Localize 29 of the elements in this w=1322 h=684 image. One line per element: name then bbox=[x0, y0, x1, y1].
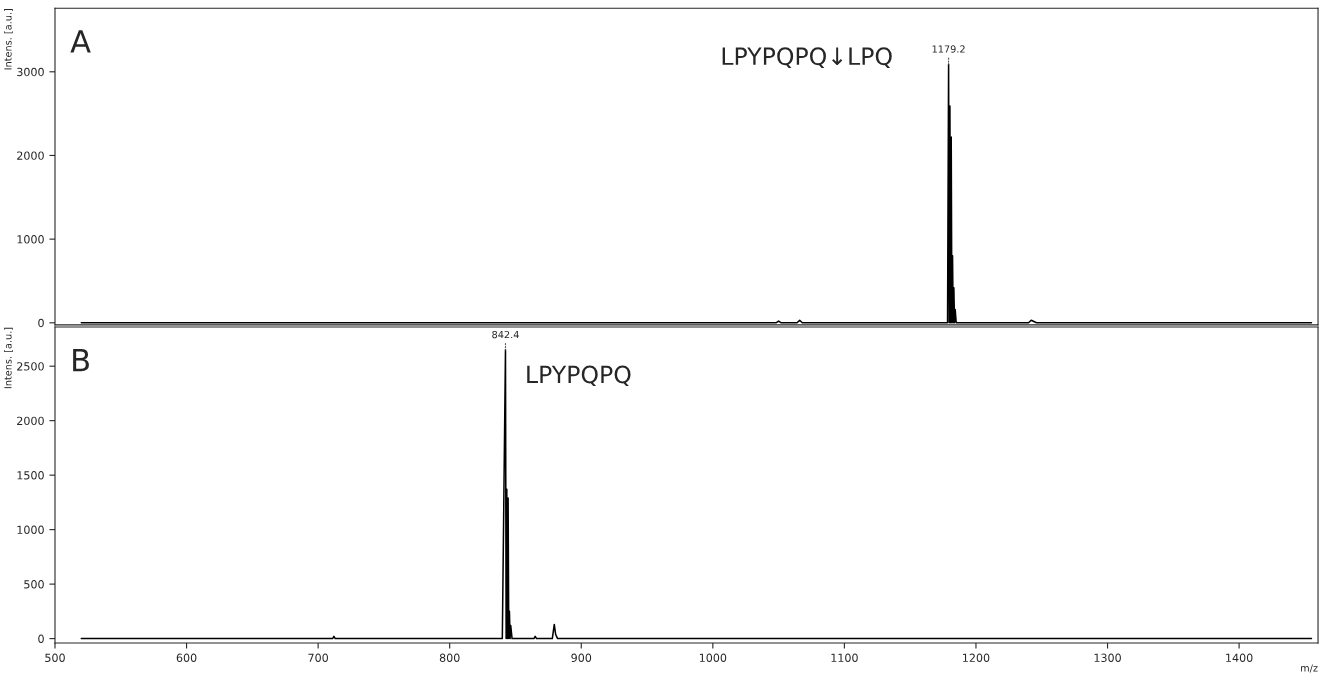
x-tick-label: 700 bbox=[308, 653, 328, 662]
y-tick-label: 1000 bbox=[17, 235, 44, 244]
y-tick-label: 1000 bbox=[17, 525, 44, 535]
y-tick-label: 500 bbox=[24, 580, 44, 589]
x-tick-label: 800 bbox=[439, 653, 460, 662]
x-tick-label: 1000 bbox=[699, 653, 727, 662]
x-tick-label: 1100 bbox=[831, 653, 858, 662]
x-tick-label: 500 bbox=[45, 653, 65, 662]
y-tick-label: 1500 bbox=[17, 471, 44, 480]
y-tick-label: 3000 bbox=[17, 67, 44, 77]
annotation: A bbox=[70, 30, 91, 53]
y-tick-label: 2500 bbox=[17, 362, 44, 371]
x-tick-label: 1400 bbox=[1226, 653, 1253, 662]
x-tick-label: 900 bbox=[571, 653, 592, 662]
y-tick-label: 2000 bbox=[17, 151, 44, 160]
y-tick-label: 0 bbox=[38, 634, 44, 643]
y-axis-title: Intens. [a.u.] bbox=[4, 327, 13, 389]
y-tick-label: 2000 bbox=[17, 416, 44, 426]
y-tick-label: 0 bbox=[38, 318, 44, 328]
annotation: B bbox=[73, 348, 89, 372]
annotation: LPYPQPQ↓LPQ bbox=[722, 47, 892, 68]
x-axis-title: m/z bbox=[1301, 664, 1318, 673]
annotation: 842.4 bbox=[492, 330, 519, 339]
annotation: 1179.2 bbox=[932, 45, 965, 53]
annotation: LPYPQPQ bbox=[527, 365, 631, 387]
x-tick-label: 1300 bbox=[1094, 653, 1121, 662]
x-tick-label: 1200 bbox=[963, 653, 990, 662]
x-tick-label: 600 bbox=[176, 653, 197, 662]
y-axis-title: Intens. [a.u.] bbox=[4, 9, 13, 70]
